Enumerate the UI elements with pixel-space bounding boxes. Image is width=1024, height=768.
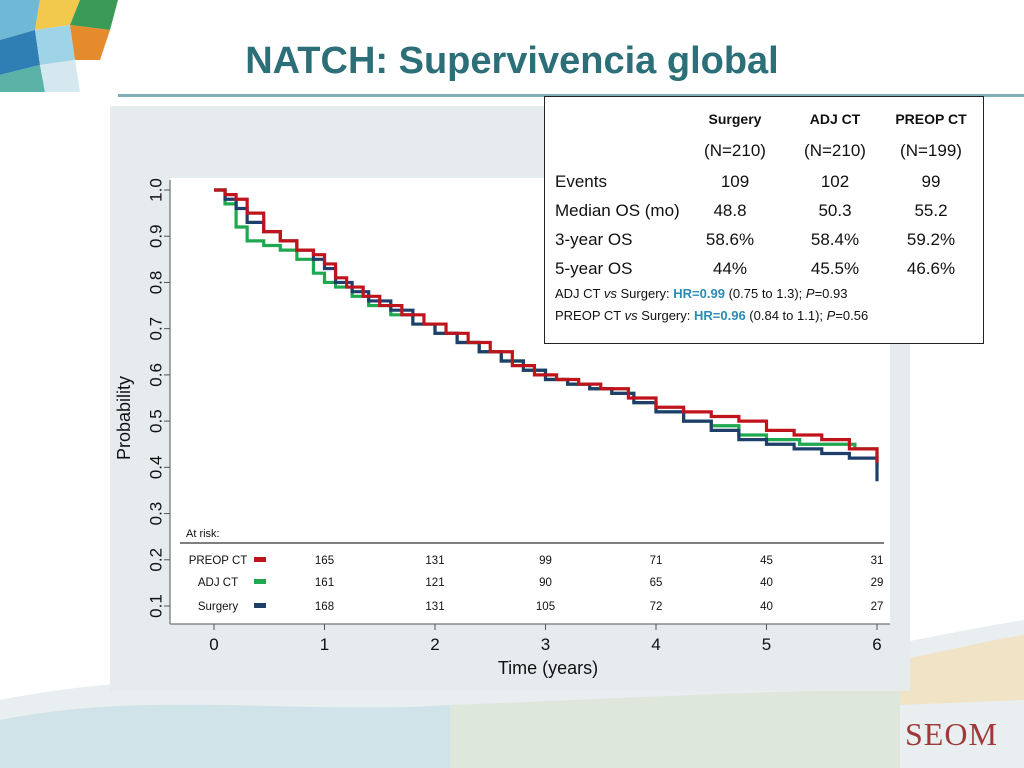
stats-row-label: 3-year OS (555, 230, 633, 249)
stats-row-label: 5-year OS (555, 259, 633, 278)
stats-cell: 45.5% (810, 259, 860, 278)
at-risk-count: 168 (315, 601, 334, 613)
stats-cell: 59.2% (906, 230, 956, 249)
title-divider (118, 94, 1024, 97)
stats-cell: 109 (720, 172, 750, 191)
at-risk-count: 71 (650, 555, 663, 567)
x-axis-label: Time (years) (498, 658, 598, 678)
stats-cell: 58.6% (705, 230, 755, 249)
stats-n-adj: (N=210) (804, 141, 866, 160)
x-tick-label: 5 (762, 635, 771, 654)
at-risk-count: 105 (536, 601, 555, 613)
at-risk-count: 165 (315, 555, 334, 567)
x-tick-label: 6 (872, 635, 881, 654)
comparison-preop-vs-surgery: PREOP CT vs Surgery: HR=0.96 (0.84 to 1.… (555, 308, 868, 323)
y-tick-label: 0.4 (146, 456, 165, 480)
at-risk-count: 131 (425, 555, 444, 567)
comparison-ref: Surgery: (641, 308, 691, 323)
y-tick-label: 0.5 (146, 409, 165, 433)
at-risk-color-key (254, 557, 266, 562)
y-tick-label: 0.1 (146, 594, 165, 618)
comparison-ci: (0.75 to 1.3); (728, 286, 803, 301)
seom-logo: SEOM (905, 716, 998, 752)
at-risk-count: 72 (650, 601, 663, 613)
slide-title: NATCH: Supervivencia global (245, 40, 779, 82)
stats-n-surgery: (N=210) (704, 141, 766, 160)
comparison-p-value: =0.93 (814, 286, 848, 301)
at-risk-row-label: Surgery (198, 601, 239, 613)
comparison-arm: PREOP CT (555, 308, 621, 323)
stats-cell: 44% (712, 259, 748, 278)
y-tick-label: 0.6 (146, 363, 165, 387)
stats-row-label: Median OS (mo) (555, 201, 680, 220)
bottom-mosaic-decoration (0, 620, 1024, 768)
x-tick-label: 0 (209, 635, 218, 654)
stats-cell: 58.4% (810, 230, 860, 249)
at-risk-count: 90 (539, 577, 552, 589)
stats-col-header-adj: ADJ CT (809, 111, 861, 127)
comparison-p-value: =0.56 (835, 308, 869, 323)
at-risk-row-label: ADJ CT (198, 577, 238, 589)
y-tick-label: 0.2 (146, 548, 165, 572)
at-risk-count: 31 (871, 555, 884, 567)
comparison-vs: vs (603, 286, 617, 301)
mosaic-logo-icon (0, 0, 118, 92)
stats-cell: 102 (820, 172, 850, 191)
at-risk-title: At risk: (186, 528, 220, 540)
stats-col-header-preop: PREOP CT (895, 111, 967, 127)
comparison-p-label: P (826, 308, 836, 323)
at-risk-count: 99 (539, 555, 552, 567)
comparison-p-label: P (805, 286, 815, 301)
stats-cell: 50.3 (818, 201, 852, 220)
at-risk-count: 131 (425, 601, 444, 613)
comparison-arm: ADJ CT (555, 286, 601, 301)
at-risk-color-key (254, 579, 266, 584)
stats-cell: 48.8 (713, 201, 747, 220)
stats-row-label: Events (555, 172, 607, 191)
at-risk-count: 65 (650, 577, 663, 589)
y-tick-label: 0.3 (146, 502, 165, 526)
at-risk-row-label: PREOP CT (189, 555, 248, 567)
at-risk-count: 161 (315, 577, 334, 589)
x-tick-label: 3 (541, 635, 550, 654)
stats-cell: 46.6% (906, 259, 956, 278)
x-tick-label: 4 (651, 635, 660, 654)
stats-cell: 55.2 (914, 201, 948, 220)
stats-cell: 99 (921, 172, 941, 191)
y-tick-label: 1.0 (146, 178, 165, 202)
at-risk-count: 45 (760, 555, 773, 567)
survival-curve-preop-ct (214, 188, 879, 463)
comparison-adj-vs-surgery: ADJ CT vs Surgery: HR=0.99 (0.75 to 1.3)… (555, 286, 848, 301)
at-risk-count: 27 (871, 601, 884, 613)
comparison-vs: vs (624, 308, 638, 323)
at-risk-count: 29 (871, 577, 884, 589)
y-tick-label: 0.8 (146, 271, 165, 295)
x-tick-label: 1 (320, 635, 329, 654)
y-axis-label: Probability (114, 376, 134, 460)
at-risk-count: 121 (425, 577, 444, 589)
stats-col-header-surgery: Surgery (708, 111, 762, 127)
comparison-ci: (0.84 to 1.1); (749, 308, 824, 323)
y-tick-label: 0.7 (146, 317, 165, 341)
stats-n-preop: (N=199) (900, 141, 962, 160)
stats-table: Surgery ADJ CT PREOP CT (N=210) (N=210) … (544, 96, 984, 344)
y-tick-label: 0.9 (146, 224, 165, 248)
comparison-hr: HR=0.99 (673, 286, 725, 301)
x-tick-label: 2 (430, 635, 439, 654)
at-risk-count: 40 (760, 577, 773, 589)
at-risk-count: 40 (760, 601, 773, 613)
comparison-hr: HR=0.96 (694, 308, 746, 323)
at-risk-color-key (254, 603, 266, 608)
comparison-ref: Surgery: (620, 286, 670, 301)
